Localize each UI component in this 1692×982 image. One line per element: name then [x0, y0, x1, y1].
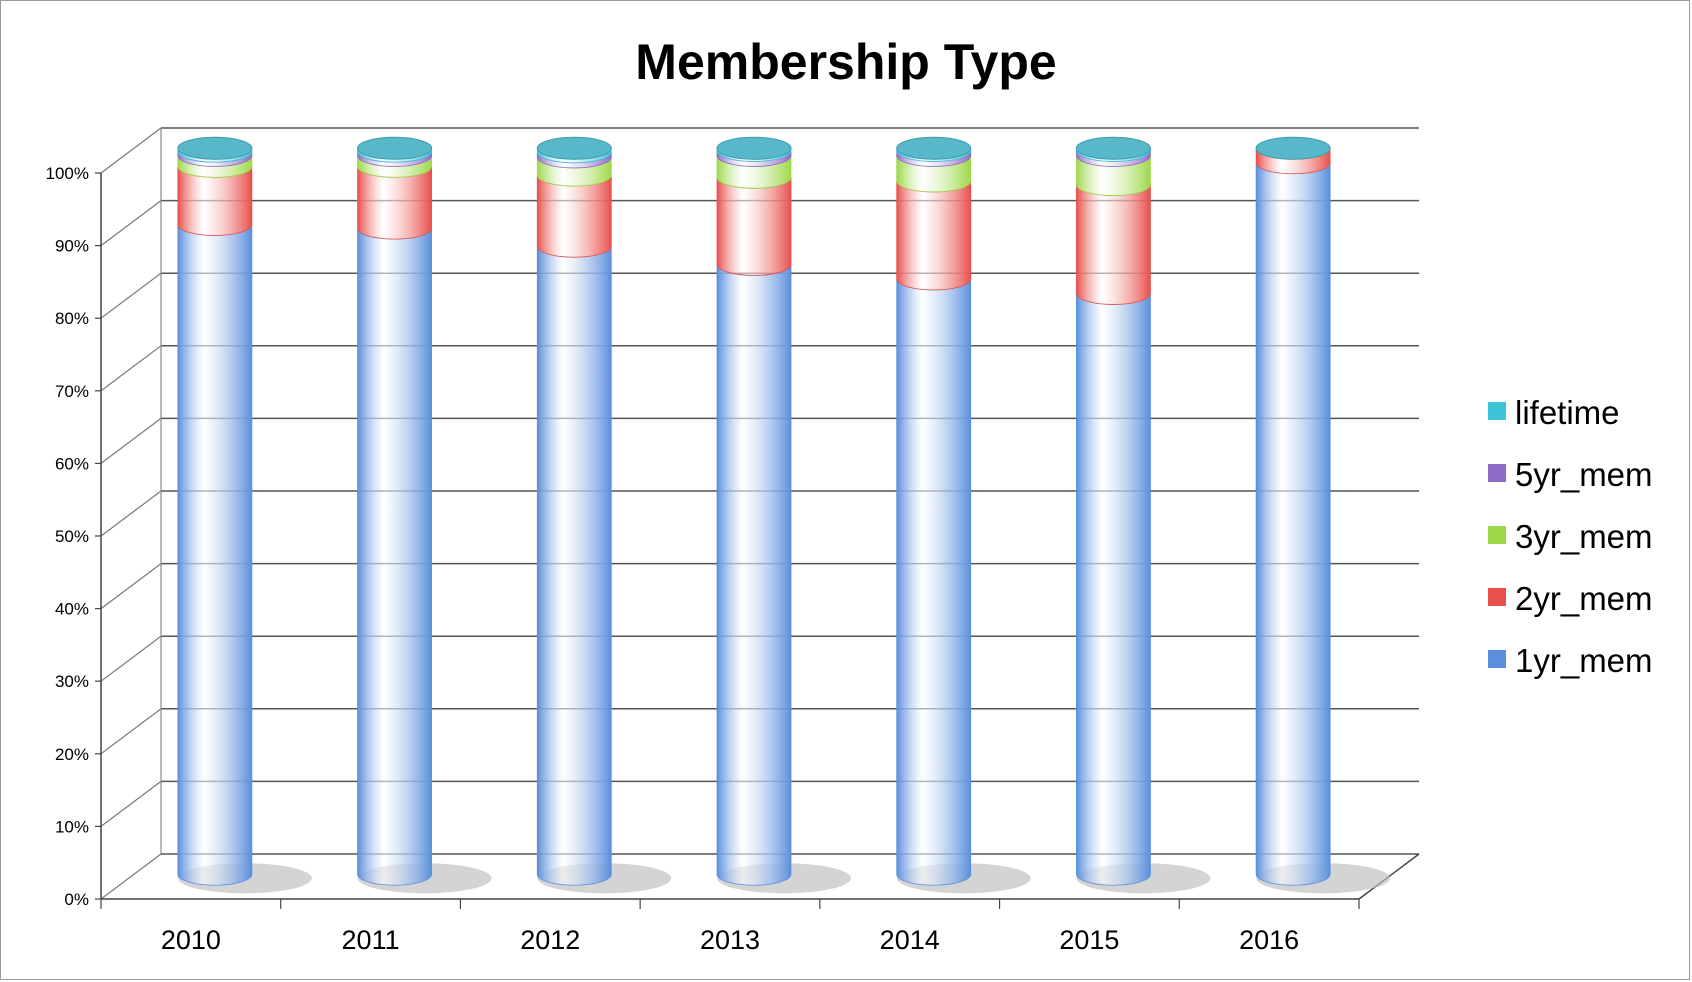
- legend-swatch: [1488, 588, 1506, 606]
- y-tick-label: 50%: [55, 527, 89, 546]
- x-tick-label: 2015: [1059, 925, 1119, 955]
- gridline-depth: [100, 490, 162, 537]
- y-tick-label: 30%: [55, 672, 89, 691]
- bar-segment: [357, 228, 432, 886]
- bar-segment: [896, 180, 972, 291]
- gridline-depth: [100, 708, 162, 755]
- legend-swatch: [1488, 402, 1506, 420]
- bar-segment: [1076, 293, 1151, 886]
- legend-swatch: [1488, 526, 1506, 544]
- gridline-depth: [100, 200, 162, 247]
- legend: lifetime 5yr_mem 3yr_mem 2yr_mem 1yr_mem: [1488, 394, 1653, 679]
- chart-title: Membership Type: [635, 34, 1056, 90]
- bar-segment: [896, 278, 972, 886]
- bar-segment: [716, 264, 792, 886]
- bar-segment: [1255, 162, 1331, 886]
- gridline-depth: [100, 417, 162, 464]
- gridline-depth: [100, 345, 162, 392]
- x-tick-label: 2011: [342, 925, 400, 955]
- y-tick-label: 100%: [46, 164, 89, 183]
- legend-item: 2yr_mem: [1488, 580, 1653, 617]
- gridline-depth: [100, 563, 162, 610]
- bar-top-cap: [1255, 136, 1331, 160]
- gridline-depth: [100, 635, 162, 682]
- x-tick-label: 2013: [700, 925, 760, 955]
- legend-item: lifetime: [1488, 394, 1620, 431]
- x-tick-label: 2010: [161, 925, 221, 955]
- x-tick-label: 2016: [1239, 925, 1299, 955]
- legend-label: 5yr_mem: [1515, 456, 1653, 493]
- bar-top-cap: [716, 136, 792, 160]
- bar-segment: [536, 246, 612, 886]
- gridline-depth: [100, 780, 162, 827]
- y-tick-label: 90%: [55, 237, 89, 256]
- gridline-depth: [100, 853, 162, 900]
- y-tick-label: 40%: [55, 600, 89, 619]
- bar-layer: [177, 136, 1391, 894]
- gridline-depth: [100, 127, 162, 174]
- bar-segment: [536, 175, 612, 258]
- bar-top-cap: [357, 136, 433, 160]
- legend-swatch: [1488, 650, 1506, 668]
- legend-label: lifetime: [1515, 394, 1620, 431]
- x-tick-label: 2012: [520, 925, 580, 955]
- legend-swatch: [1488, 464, 1506, 482]
- bar-segment: [177, 224, 253, 886]
- y-tick-label: 80%: [55, 309, 89, 328]
- x-tick-label: 2014: [880, 925, 940, 955]
- bar-top-cap: [896, 136, 972, 160]
- y-tick-label: 70%: [55, 382, 89, 401]
- bar-top-cap: [1075, 136, 1151, 160]
- gridline-depth: [100, 272, 162, 319]
- legend-item: 5yr_mem: [1488, 456, 1653, 493]
- legend-label: 1yr_mem: [1515, 642, 1653, 679]
- y-tick-label: 0%: [64, 890, 89, 909]
- legend-label: 3yr_mem: [1515, 518, 1653, 555]
- legend-item: 1yr_mem: [1488, 642, 1653, 679]
- bar-top-cap: [536, 136, 612, 160]
- bar-segment: [1076, 184, 1151, 305]
- bar-top-cap: [177, 136, 253, 160]
- y-tick-label: 20%: [55, 745, 89, 764]
- legend-label: 2yr_mem: [1515, 580, 1653, 617]
- bar-segment: [716, 177, 792, 276]
- y-tick-label: 10%: [55, 817, 89, 836]
- y-tick-label: 60%: [55, 454, 89, 473]
- legend-item: 3yr_mem: [1488, 518, 1653, 555]
- axis-layer: 0% 10% 20% 30% 40% 50% 60% 70% 80% 90% 100% 2010 201…: [46, 128, 1420, 955]
